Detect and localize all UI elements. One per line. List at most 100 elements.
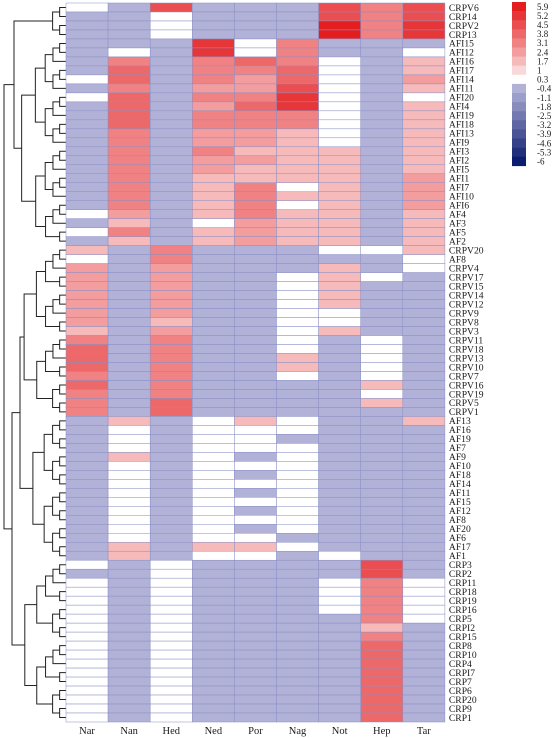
heatmap-cell-crpv18-por xyxy=(234,344,277,354)
heatmap-cell-crpv6-hed xyxy=(149,2,193,13)
row-label-crp5: CRP5 xyxy=(449,614,472,625)
heatmap-cell-crp6-nar xyxy=(65,685,109,696)
heatmap-cell-crp8-por xyxy=(234,640,277,651)
heatmap-cell-af17-nar xyxy=(65,542,109,552)
row-label-af7: AF7 xyxy=(449,443,466,454)
heatmap-cell-af8-por xyxy=(234,515,277,525)
heatmap-cell-af18-ned xyxy=(192,470,235,480)
heatmap-cell-afi17-por xyxy=(234,65,277,76)
heatmap-cell-crp9-hed xyxy=(149,703,193,714)
heatmap-cell-af5-hed xyxy=(149,227,193,237)
heatmap-cell-af20-hep xyxy=(360,524,404,534)
heatmap-cell-af14-nan xyxy=(107,479,151,489)
heatmap-cell-crpv6-ned xyxy=(192,2,235,13)
heatmap-cell-crpi7-nan xyxy=(107,667,151,678)
heatmap-cell-afi6-hep xyxy=(360,200,404,210)
heatmap-cell-crp8-hed xyxy=(149,640,193,651)
heatmap-cell-crpv13-hep xyxy=(360,353,404,363)
heatmap-cell-afi3-por xyxy=(234,146,277,157)
heatmap-cell-crpv16-not xyxy=(318,380,361,390)
heatmap-cell-crp20-not xyxy=(318,694,361,705)
heatmap-cell-crp5-por xyxy=(234,613,277,624)
heatmap-cell-crpv5-hep xyxy=(360,398,404,408)
dendrogram-branch xyxy=(59,249,66,260)
color-scale-swatch xyxy=(512,120,526,130)
heatmap-cell-afi18-nan xyxy=(107,119,151,130)
heatmap-cell-afi17-tar xyxy=(402,65,446,76)
heatmap-cell-crp15-hed xyxy=(149,631,193,642)
row-label-afi6: AFI6 xyxy=(449,201,469,212)
color-scale-tick-label: -1.1 xyxy=(537,93,551,103)
color-scale-tick-label: 1.7 xyxy=(537,56,549,66)
row-label-crpv8: CRPV8 xyxy=(449,317,479,328)
heatmap-cell-crpv18-hep xyxy=(360,344,404,354)
heatmap-cell-crp4-por xyxy=(234,658,277,669)
heatmap-cell-afi5-hed xyxy=(149,164,193,175)
row-label-crpv5: CRPV5 xyxy=(449,398,479,409)
heatmap-cell-crpv16-ned xyxy=(192,380,235,390)
column-label-not: Not xyxy=(332,726,348,737)
heatmap-cell-afi18-nar xyxy=(65,119,109,130)
dendrogram-branch xyxy=(59,609,66,620)
heatmap-cell-crpi2-hep xyxy=(360,622,404,633)
heatmap-cell-afi4-por xyxy=(234,101,277,112)
heatmap-cell-crp9-ned xyxy=(192,703,235,714)
heatmap-cell-af7-nan xyxy=(107,443,151,453)
dendrogram-branch xyxy=(44,162,53,190)
heatmap-cell-crpi2-nag xyxy=(276,622,319,633)
heatmap-cell-crp4-nan xyxy=(107,658,151,669)
heatmap-cell-crpv5-nan xyxy=(107,398,151,408)
row-label-af13: AF13 xyxy=(449,416,471,427)
heatmap-cell-crp18-ned xyxy=(192,586,235,597)
heatmap-cell-crp8-ned xyxy=(192,640,235,651)
color-scale-swatch xyxy=(512,129,526,139)
row-label-crpv3: CRPV3 xyxy=(449,326,479,337)
row-label-af3: AF3 xyxy=(449,218,466,229)
heatmap-cell-af8-not xyxy=(318,254,361,264)
heatmap-cell-afi4-nan xyxy=(107,101,151,112)
heatmap-cell-afi20-ned xyxy=(192,92,235,103)
heatmap-cell-af13-nar xyxy=(65,416,109,426)
row-label-crp11: CRP11 xyxy=(449,578,477,589)
row-label-crpv1: CRPV1 xyxy=(449,407,479,418)
heatmap-cell-af2-hep xyxy=(360,236,404,246)
heatmap-cell-crpv6-nar xyxy=(65,2,109,13)
heatmap-cell-afi14-nag xyxy=(276,74,319,85)
heatmap-cell-crpv10-hed xyxy=(149,362,193,372)
heatmap-cell-crpv9-hep xyxy=(360,308,404,318)
heatmap-cell-af6-ned xyxy=(192,533,235,543)
heatmap-cell-af13-ned xyxy=(192,416,235,426)
dendrogram-branch xyxy=(13,20,53,149)
heatmap-cell-crp4-not xyxy=(318,658,361,669)
heatmap-cell-afi2-nag xyxy=(276,155,319,166)
heatmap-cell-crp19-nan xyxy=(107,595,151,606)
column-label-nar: Nar xyxy=(79,726,95,737)
heatmap-cell-af9-hed xyxy=(149,452,193,462)
dendrogram-branch xyxy=(34,67,46,123)
heatmap-cell-af14-ned xyxy=(192,479,235,489)
heatmap-cell-crp1-ned xyxy=(192,712,235,723)
heatmap-cell-crpv2-hep xyxy=(360,20,404,31)
heatmap-cell-afi7-tar xyxy=(402,182,446,192)
heatmap-cell-af3-hep xyxy=(360,218,404,228)
heatmap-cell-crpv4-nag xyxy=(276,263,319,273)
row-label-crpv19: CRPV19 xyxy=(449,389,484,400)
heatmap-cell-crpv7-ned xyxy=(192,371,235,381)
heatmap-cell-crp14-por xyxy=(234,11,277,22)
heatmap-cell-afi4-hep xyxy=(360,101,404,112)
heatmap-cell-crpv8-nan xyxy=(107,317,151,327)
heatmap-cell-af9-por xyxy=(234,452,277,462)
heatmap-cell-af17-hep xyxy=(360,542,404,552)
heatmap-cell-crpv11-hep xyxy=(360,335,404,345)
heatmap-cell-af20-nag xyxy=(276,524,319,534)
heatmap-cell-crpv14-por xyxy=(234,290,277,300)
row-label-crp9: CRP9 xyxy=(449,704,472,715)
heatmap-cell-crp4-nar xyxy=(65,658,109,669)
heatmap-cell-afi6-tar xyxy=(402,200,446,210)
heatmap-cell-af6-nar xyxy=(65,533,109,543)
heatmap-cell-crp16-ned xyxy=(192,604,235,615)
heatmap-cell-crpv3-nar xyxy=(65,326,109,336)
dendrogram-branch xyxy=(59,420,66,431)
dendrogram-branch xyxy=(36,360,53,399)
heatmap-cell-crp4-nag xyxy=(276,658,319,669)
